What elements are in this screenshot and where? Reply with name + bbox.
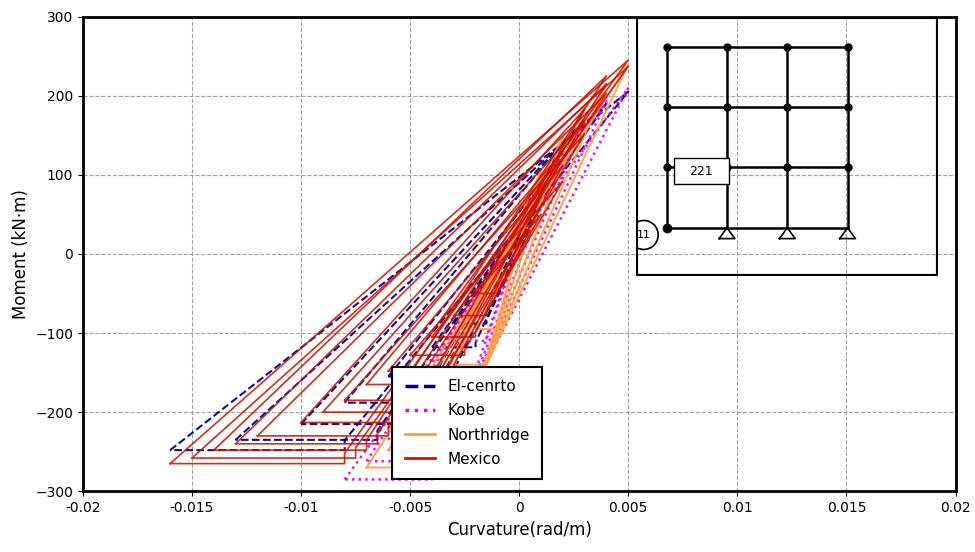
FancyBboxPatch shape: [674, 158, 728, 184]
Text: 11: 11: [637, 230, 650, 240]
Legend: El-cenrto, Kobe, Northridge, Mexico: El-cenrto, Kobe, Northridge, Mexico: [393, 367, 542, 479]
Y-axis label: Moment (kN·m): Moment (kN·m): [12, 189, 29, 319]
Text: 221: 221: [689, 164, 713, 178]
X-axis label: Curvature(rad/m): Curvature(rad/m): [447, 521, 592, 539]
